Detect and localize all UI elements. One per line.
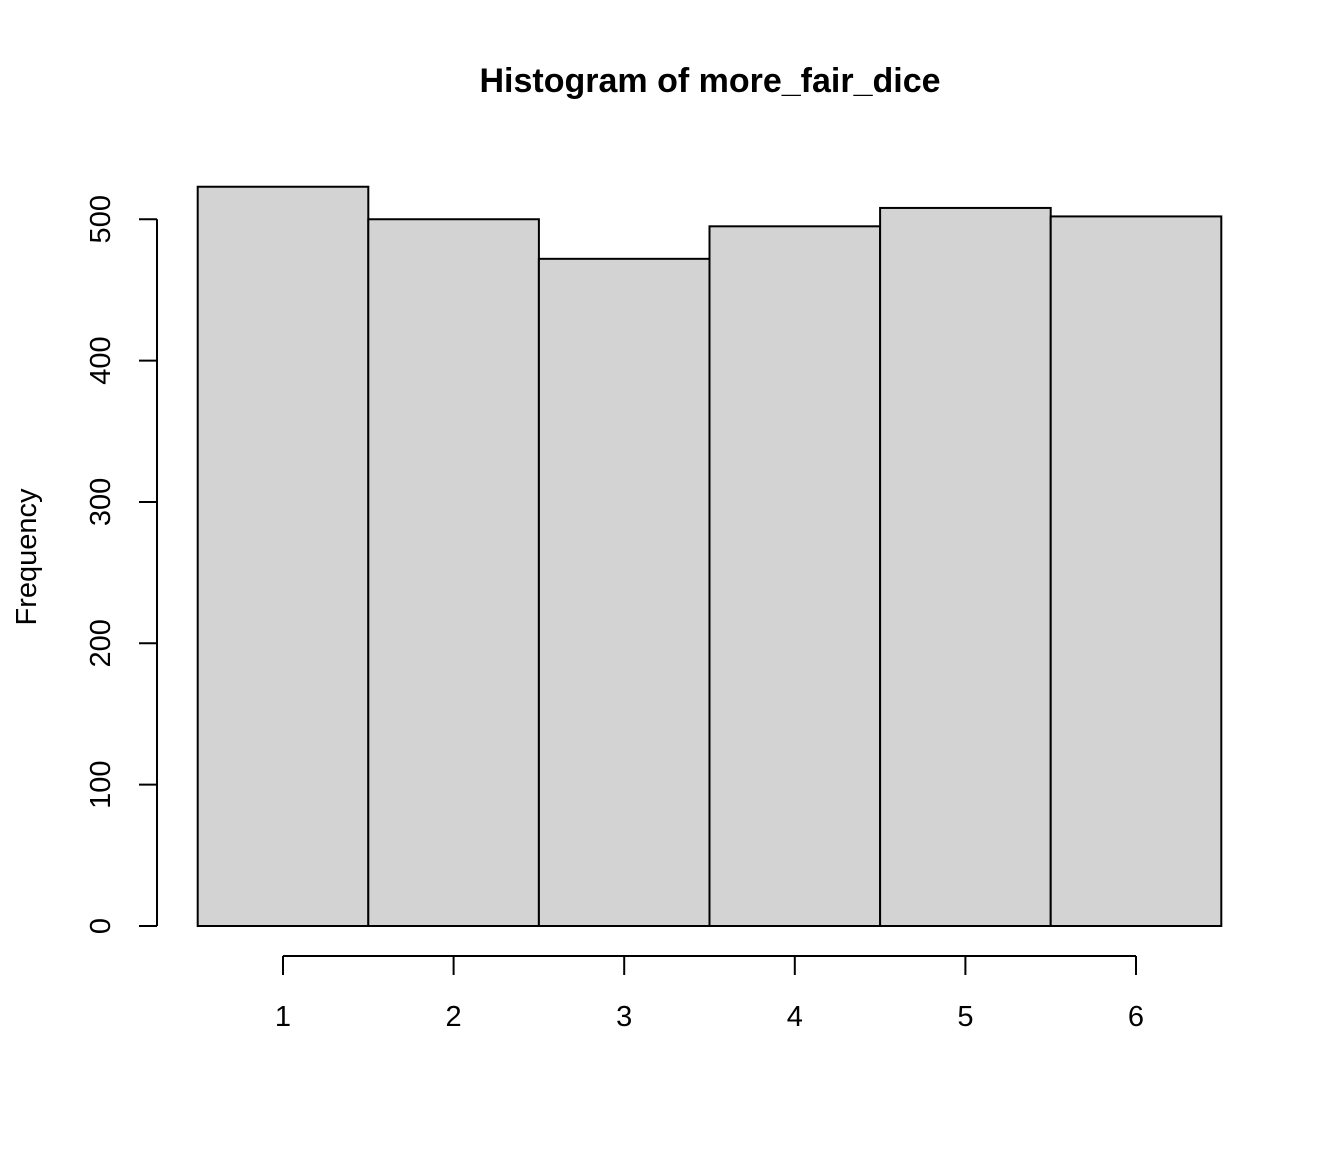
y-tick-label: 100 [85,760,117,808]
x-tick-label: 6 [1128,1001,1144,1033]
x-tick-label: 1 [275,1001,291,1033]
chart-title: Histogram of more_fair_dice [479,62,940,100]
bar-2 [367,218,540,927]
x-axis: 1 2 3 4 5 6 [275,955,1144,1033]
x-tick-label: 2 [446,1001,462,1033]
x-tick-label: 4 [787,1001,803,1033]
y-tick-label: 300 [85,478,117,526]
y-tick-label: 400 [85,336,117,384]
y-tick-label: 0 [85,918,117,934]
bar-6 [1049,215,1223,928]
y-tick-label: 500 [85,195,117,243]
bar-3 [537,257,711,927]
bars-group [196,185,1223,928]
y-axis: 0 100 200 300 400 500 [85,195,158,934]
y-tick-label: 200 [85,619,117,667]
y-axis-label: Frequency [11,488,43,626]
bar-5 [879,206,1052,927]
x-tick-label: 5 [957,1001,973,1033]
bar-4 [708,225,882,927]
x-tick-label: 3 [616,1001,632,1033]
bar-1 [196,185,370,927]
